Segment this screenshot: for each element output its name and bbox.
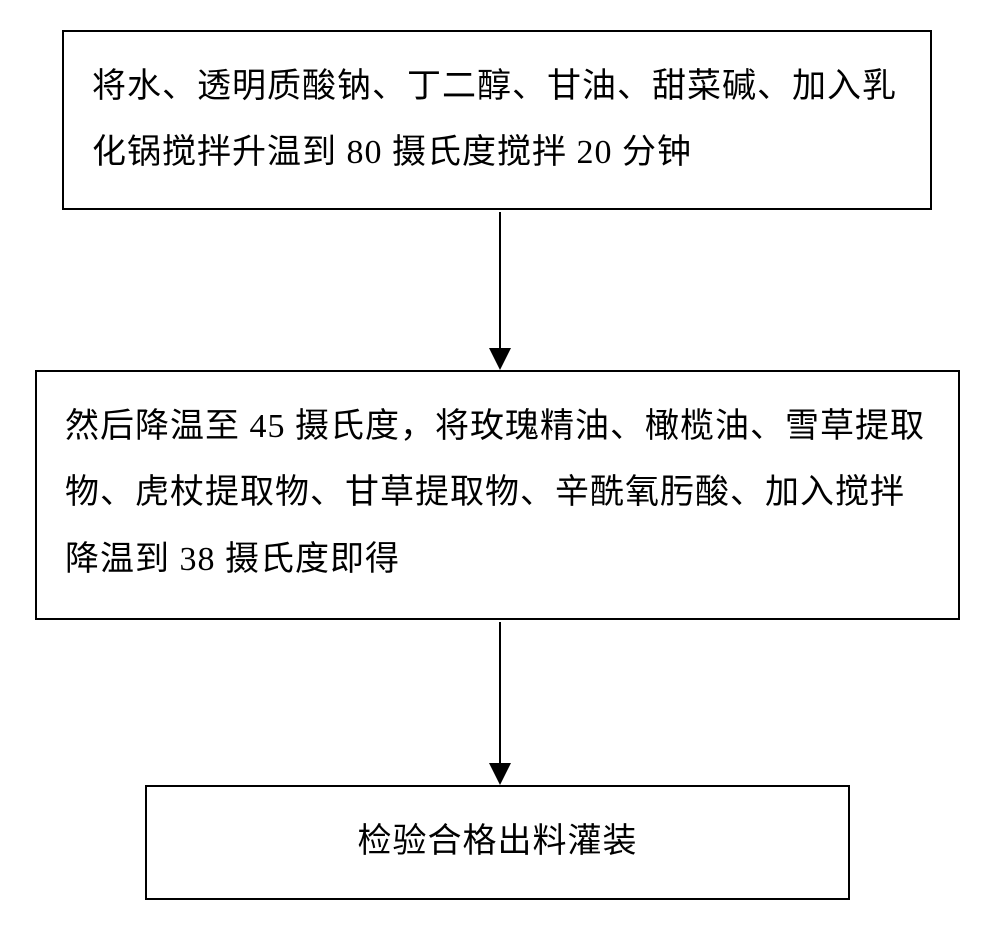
flow-arrow-1-line bbox=[499, 212, 501, 348]
flow-step-2-text: 然后降温至 45 摄氏度，将玫瑰精油、橄榄油、雪草提取物、虎杖提取物、甘草提取物… bbox=[65, 408, 925, 578]
flow-arrow-2-head bbox=[489, 763, 511, 785]
flow-step-1-text: 将水、透明质酸钠、丁二醇、甘油、甜菜碱、加入乳化锅搅拌升温到 80 摄氏度搅拌 … bbox=[92, 68, 897, 171]
flow-step-1: 将水、透明质酸钠、丁二醇、甘油、甜菜碱、加入乳化锅搅拌升温到 80 摄氏度搅拌 … bbox=[62, 30, 932, 210]
flow-step-2: 然后降温至 45 摄氏度，将玫瑰精油、橄榄油、雪草提取物、虎杖提取物、甘草提取物… bbox=[35, 370, 960, 620]
flow-step-3-text: 检验合格出料灌装 bbox=[358, 809, 638, 875]
flow-arrow-2-line bbox=[499, 622, 501, 763]
flow-step-3: 检验合格出料灌装 bbox=[145, 785, 850, 900]
flowchart-canvas: 将水、透明质酸钠、丁二醇、甘油、甜菜碱、加入乳化锅搅拌升温到 80 摄氏度搅拌 … bbox=[0, 0, 1000, 935]
flow-arrow-1-head bbox=[489, 348, 511, 370]
